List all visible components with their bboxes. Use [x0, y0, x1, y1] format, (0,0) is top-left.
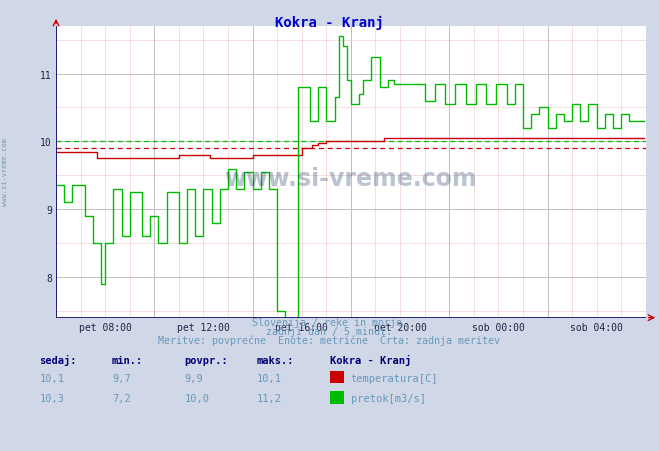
Text: min.:: min.:	[112, 355, 143, 365]
Text: temperatura[C]: temperatura[C]	[351, 373, 438, 383]
Text: 9,9: 9,9	[185, 373, 203, 383]
Text: Meritve: povprečne  Enote: metrične  Črta: zadnja meritev: Meritve: povprečne Enote: metrične Črta:…	[159, 334, 500, 345]
Text: www.si-vreme.com: www.si-vreme.com	[2, 138, 9, 205]
Text: zadnji dan / 5 minut.: zadnji dan / 5 minut.	[266, 327, 393, 336]
Text: pretok[m3/s]: pretok[m3/s]	[351, 393, 426, 403]
Text: sedaj:: sedaj:	[40, 354, 77, 365]
Text: 11,2: 11,2	[257, 393, 282, 403]
Text: www.si-vreme.com: www.si-vreme.com	[225, 166, 477, 190]
Text: Kokra - Kranj: Kokra - Kranj	[275, 16, 384, 30]
Text: 9,7: 9,7	[112, 373, 130, 383]
Text: 7,2: 7,2	[112, 393, 130, 403]
Text: maks.:: maks.:	[257, 355, 295, 365]
Text: povpr.:: povpr.:	[185, 355, 228, 365]
Text: 10,1: 10,1	[257, 373, 282, 383]
Text: 10,0: 10,0	[185, 393, 210, 403]
Text: Kokra - Kranj: Kokra - Kranj	[330, 354, 411, 365]
Text: Slovenija / reke in morje.: Slovenija / reke in morje.	[252, 318, 407, 327]
Text: 10,1: 10,1	[40, 373, 65, 383]
Text: 10,3: 10,3	[40, 393, 65, 403]
